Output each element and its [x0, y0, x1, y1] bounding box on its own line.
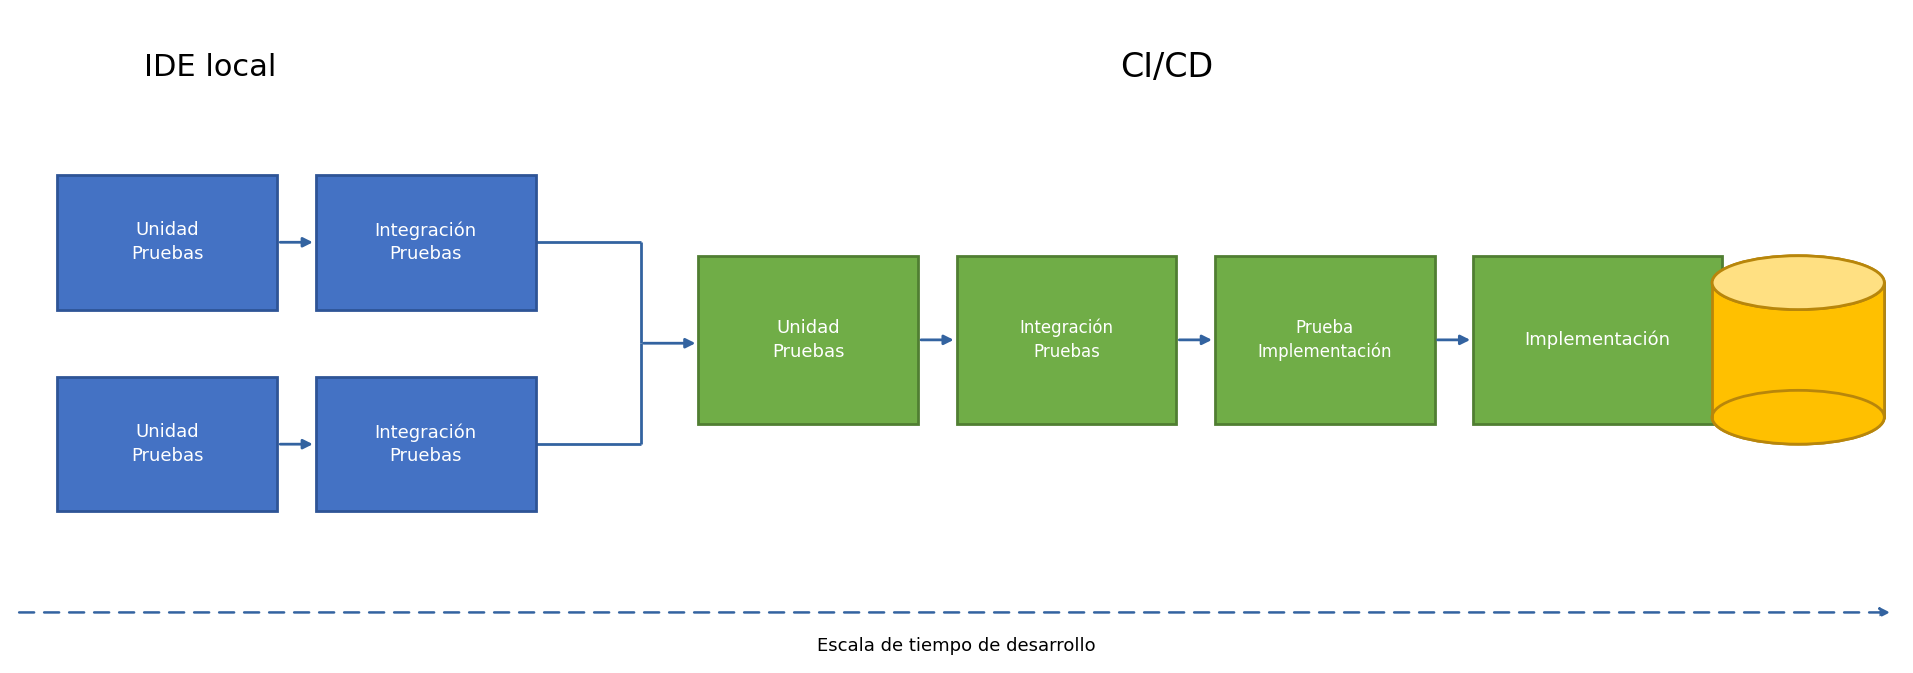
- Text: Unidad
Pruebas: Unidad Pruebas: [773, 319, 844, 361]
- FancyBboxPatch shape: [956, 256, 1176, 424]
- Ellipse shape: [1712, 390, 1884, 444]
- FancyBboxPatch shape: [57, 175, 277, 310]
- FancyBboxPatch shape: [316, 377, 536, 511]
- Text: Escala de tiempo de desarrollo: Escala de tiempo de desarrollo: [817, 637, 1096, 655]
- Ellipse shape: [1712, 256, 1884, 310]
- Text: Integración
Pruebas: Integración Pruebas: [1020, 319, 1113, 361]
- Text: Prueba
Implementación: Prueba Implementación: [1257, 319, 1393, 361]
- Text: IDE local: IDE local: [143, 52, 277, 82]
- Ellipse shape: [1712, 256, 1884, 310]
- FancyBboxPatch shape: [1215, 256, 1435, 424]
- FancyBboxPatch shape: [57, 377, 277, 511]
- Text: CI/CD: CI/CD: [1121, 50, 1213, 84]
- FancyBboxPatch shape: [316, 175, 536, 310]
- Bar: [1712, 283, 1884, 417]
- Text: Integración
Pruebas: Integración Pruebas: [375, 423, 476, 465]
- Text: Integración
Pruebas: Integración Pruebas: [375, 221, 476, 263]
- Text: Unidad
Pruebas: Unidad Pruebas: [132, 221, 203, 263]
- Bar: [1714, 283, 1882, 417]
- Text: Implementación: Implementación: [1525, 330, 1670, 349]
- Text: Unidad
Pruebas: Unidad Pruebas: [132, 423, 203, 465]
- FancyBboxPatch shape: [1473, 256, 1722, 424]
- Ellipse shape: [1712, 390, 1884, 444]
- FancyBboxPatch shape: [698, 256, 918, 424]
